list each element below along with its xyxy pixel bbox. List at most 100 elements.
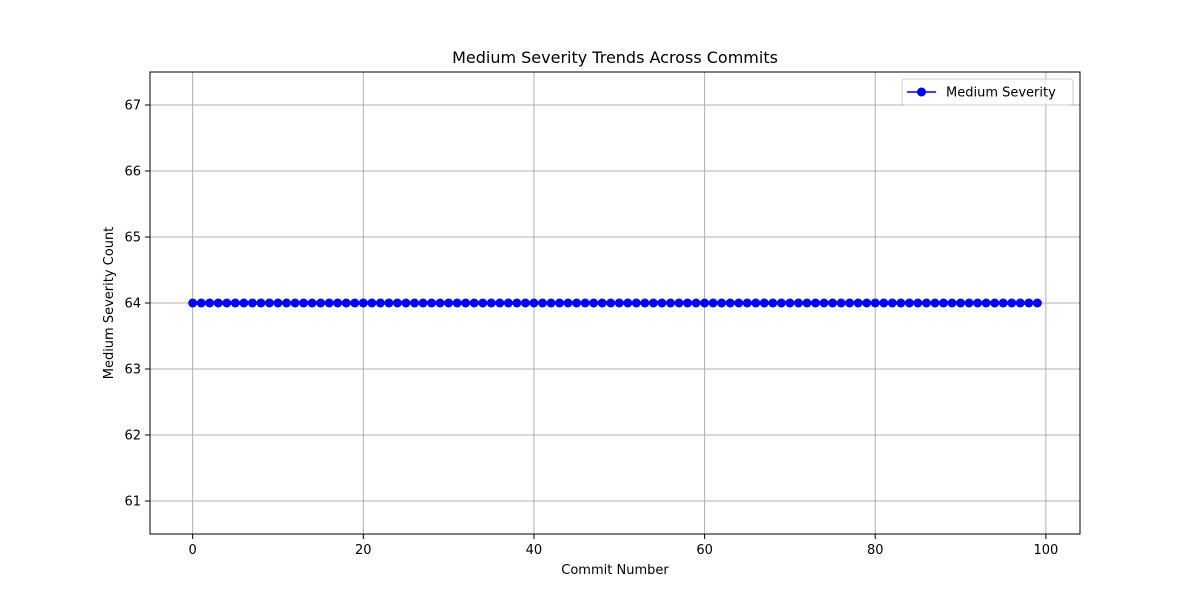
data-point	[597, 298, 607, 308]
data-point	[290, 298, 300, 308]
data-point	[537, 298, 547, 308]
data-point	[478, 298, 488, 308]
data-point	[845, 298, 855, 308]
data-point	[759, 298, 769, 308]
data-point	[358, 298, 368, 308]
data-point	[529, 298, 539, 308]
x-tick-label: 80	[867, 543, 884, 558]
data-point	[811, 298, 821, 308]
data-point	[392, 298, 402, 308]
data-point	[469, 298, 479, 308]
y-tick-label: 67	[124, 99, 141, 114]
data-point	[938, 298, 948, 308]
data-point	[401, 298, 411, 308]
data-point	[196, 298, 206, 308]
data-point	[742, 298, 752, 308]
data-point	[213, 298, 223, 308]
data-point	[520, 298, 530, 308]
data-point	[1015, 298, 1025, 308]
data-point	[461, 298, 471, 308]
data-point	[614, 298, 624, 308]
x-tick-label: 60	[696, 543, 713, 558]
data-point	[1024, 298, 1034, 308]
data-point	[776, 298, 786, 308]
data-point	[341, 298, 351, 308]
data-point	[333, 298, 343, 308]
data-point	[964, 298, 974, 308]
legend-label: Medium Severity	[946, 86, 1056, 101]
data-point	[188, 298, 198, 308]
data-point	[589, 298, 599, 308]
data-point	[725, 298, 735, 308]
data-point	[853, 298, 863, 308]
data-point	[316, 298, 326, 308]
y-tick-label: 66	[124, 165, 141, 180]
data-point	[435, 298, 445, 308]
data-point	[367, 298, 377, 308]
data-point	[921, 298, 931, 308]
legend: Medium Severity	[901, 78, 1074, 106]
data-point	[751, 298, 761, 308]
legend-swatch-marker	[917, 87, 926, 97]
y-axis-title: Medium Severity Count	[102, 227, 117, 380]
data-point	[973, 298, 983, 308]
data-point	[495, 298, 505, 308]
data-point	[222, 298, 232, 308]
data-point	[247, 298, 257, 308]
data-point	[956, 298, 966, 308]
data-point	[546, 298, 556, 308]
data-point	[205, 298, 215, 308]
data-point	[947, 298, 957, 308]
data-point	[879, 298, 889, 308]
data-point	[828, 298, 838, 308]
data-point	[230, 298, 240, 308]
data-point	[299, 298, 309, 308]
data-point	[819, 298, 829, 308]
axis-ticks: 0 20 40 60 80 100 61 62 63 64 65 66 67	[124, 99, 1058, 559]
y-tick-label: 63	[124, 363, 141, 378]
data-point	[307, 298, 317, 308]
data-point	[793, 298, 803, 308]
data-point	[239, 298, 249, 308]
data-point	[870, 298, 880, 308]
data-point	[273, 298, 283, 308]
data-point	[418, 298, 428, 308]
data-point	[896, 298, 906, 308]
series-layer	[188, 298, 1042, 308]
data-point	[350, 298, 360, 308]
data-point	[384, 298, 394, 308]
data-point	[1032, 298, 1042, 308]
y-tick-label: 64	[124, 297, 141, 312]
data-point	[452, 298, 462, 308]
x-tick-label: 100	[1033, 543, 1058, 558]
data-point	[674, 298, 684, 308]
data-point	[503, 298, 513, 308]
data-point	[1007, 298, 1017, 308]
data-point	[324, 298, 334, 308]
y-tick-label: 61	[124, 495, 141, 510]
data-point	[606, 298, 616, 308]
x-tick-label: 20	[355, 543, 372, 558]
x-tick-label: 0	[189, 543, 197, 558]
chart-title: Medium Severity Trends Across Commits	[452, 48, 778, 67]
data-point	[862, 298, 872, 308]
y-tick-label: 65	[124, 231, 141, 246]
x-tick-label: 40	[526, 543, 543, 558]
data-point	[768, 298, 778, 308]
data-point	[734, 298, 744, 308]
data-point	[691, 298, 701, 308]
data-point	[904, 298, 914, 308]
data-point	[802, 298, 812, 308]
data-point	[375, 298, 385, 308]
data-point	[256, 298, 266, 308]
data-point	[708, 298, 718, 308]
data-point	[640, 298, 650, 308]
data-point	[631, 298, 641, 308]
data-point	[623, 298, 633, 308]
data-point	[981, 298, 991, 308]
data-point	[717, 298, 727, 308]
data-point	[563, 298, 573, 308]
data-point	[282, 298, 292, 308]
